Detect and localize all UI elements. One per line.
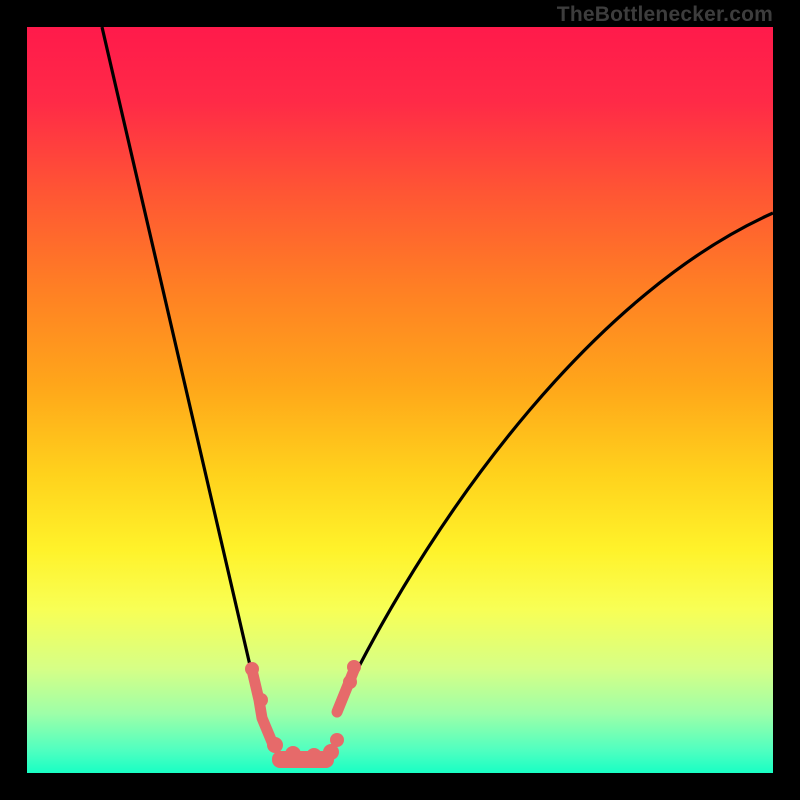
curve-overlay <box>27 27 773 773</box>
left-marker-dot <box>254 693 268 707</box>
right-marker-dot <box>347 660 361 674</box>
bottom-bar-dot <box>285 746 301 762</box>
bottom-markers <box>245 660 361 768</box>
left-marker-dot <box>245 662 259 676</box>
bottom-bar-dot <box>330 733 344 747</box>
bottom-bar-dot <box>267 737 283 753</box>
right-curve <box>342 213 773 700</box>
watermark-text: TheBottlenecker.com <box>557 3 773 27</box>
plot-area <box>27 27 773 773</box>
left-curve <box>102 27 258 700</box>
chart-canvas: TheBottlenecker.com <box>0 0 800 800</box>
right-marker-dot <box>343 675 357 689</box>
bottom-bar-dot <box>306 748 322 764</box>
